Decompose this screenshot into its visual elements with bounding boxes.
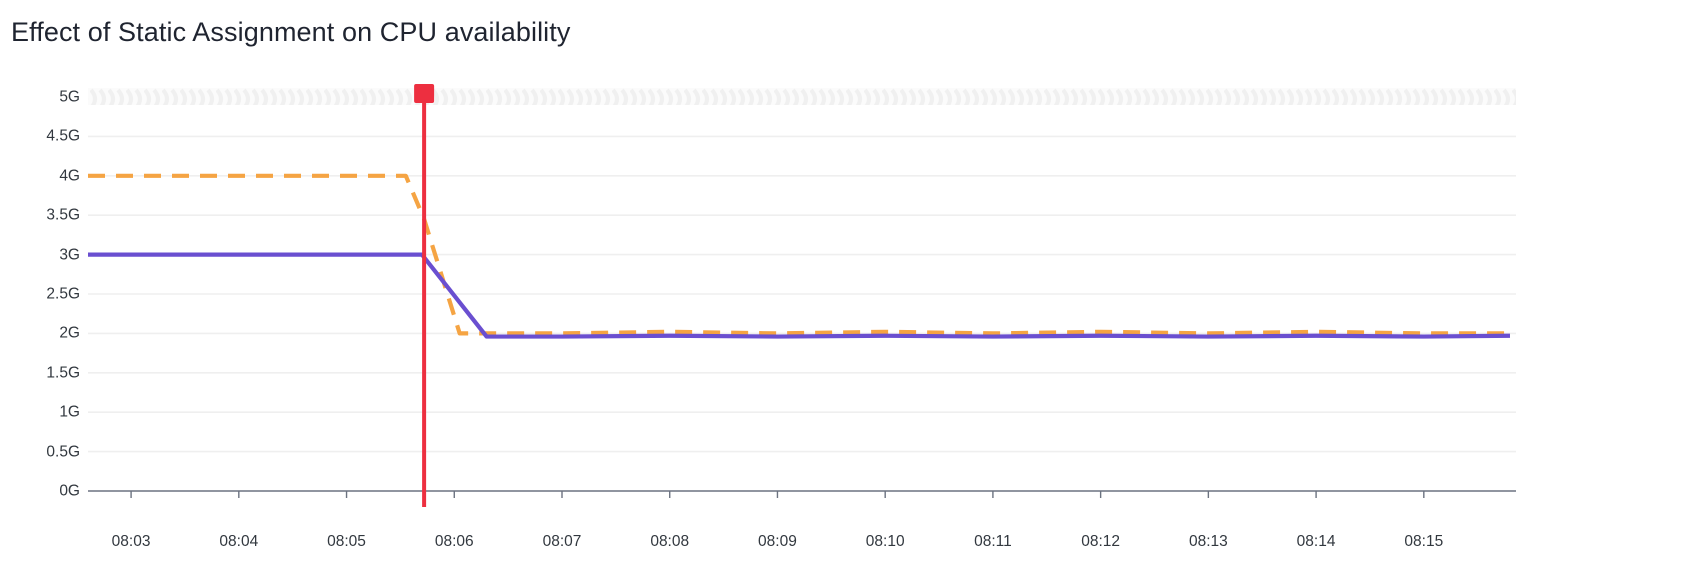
threshold-band (88, 88, 1516, 105)
x-tick-label: 08:10 (865, 533, 905, 550)
y-tick-label: 4.5G (46, 127, 80, 145)
series-line-series-orange (88, 173, 1510, 336)
y-tick-label: 1G (59, 403, 80, 421)
x-axis-ticks (130, 491, 1425, 498)
gridlines (88, 96, 1516, 453)
x-tick-label: 08:15 (1404, 533, 1444, 550)
series-line-series-purple (88, 252, 1511, 339)
x-tick-label: 08:12 (1081, 533, 1121, 550)
y-tick-label: 0.5G (46, 442, 80, 460)
x-tick-label: 08:14 (1296, 533, 1336, 550)
x-tick-label: 08:13 (1188, 533, 1228, 550)
y-tick-label: 1.5G (46, 364, 80, 382)
y-tick-label: 2G (59, 324, 80, 342)
top-threshold-band (88, 88, 1516, 105)
x-tick-label: 08:09 (758, 533, 797, 550)
y-tick-label: 0G (59, 482, 80, 500)
y-tick-label: 2.5G (46, 285, 80, 303)
y-tick-label: 3.5G (46, 206, 80, 224)
event-marker[interactable] (414, 84, 435, 507)
x-tick-label: 08:04 (219, 533, 259, 550)
y-tick-label: 4G (59, 167, 80, 185)
y-tick-label: 3G (59, 245, 80, 263)
x-tick-label: 08:08 (650, 533, 690, 550)
y-tick-label: 5G (59, 88, 80, 106)
x-tick-label: 08:07 (542, 533, 582, 550)
x-tick-label: 08:03 (111, 533, 151, 550)
chart-title: Effect of Static Assignment on CPU avail… (11, 17, 571, 47)
data-series (88, 173, 1511, 339)
x-tick-label: 08:06 (434, 533, 474, 550)
x-tick-label: 08:05 (327, 533, 366, 550)
x-tick-label: 08:11 (974, 533, 1012, 550)
event-marker-flag[interactable] (414, 84, 435, 103)
y-axis: 5G 4.5G 4G 3.5G 3G 2.5G 2G 1.5G 1G 0.5G 0G (0, 0, 80, 565)
